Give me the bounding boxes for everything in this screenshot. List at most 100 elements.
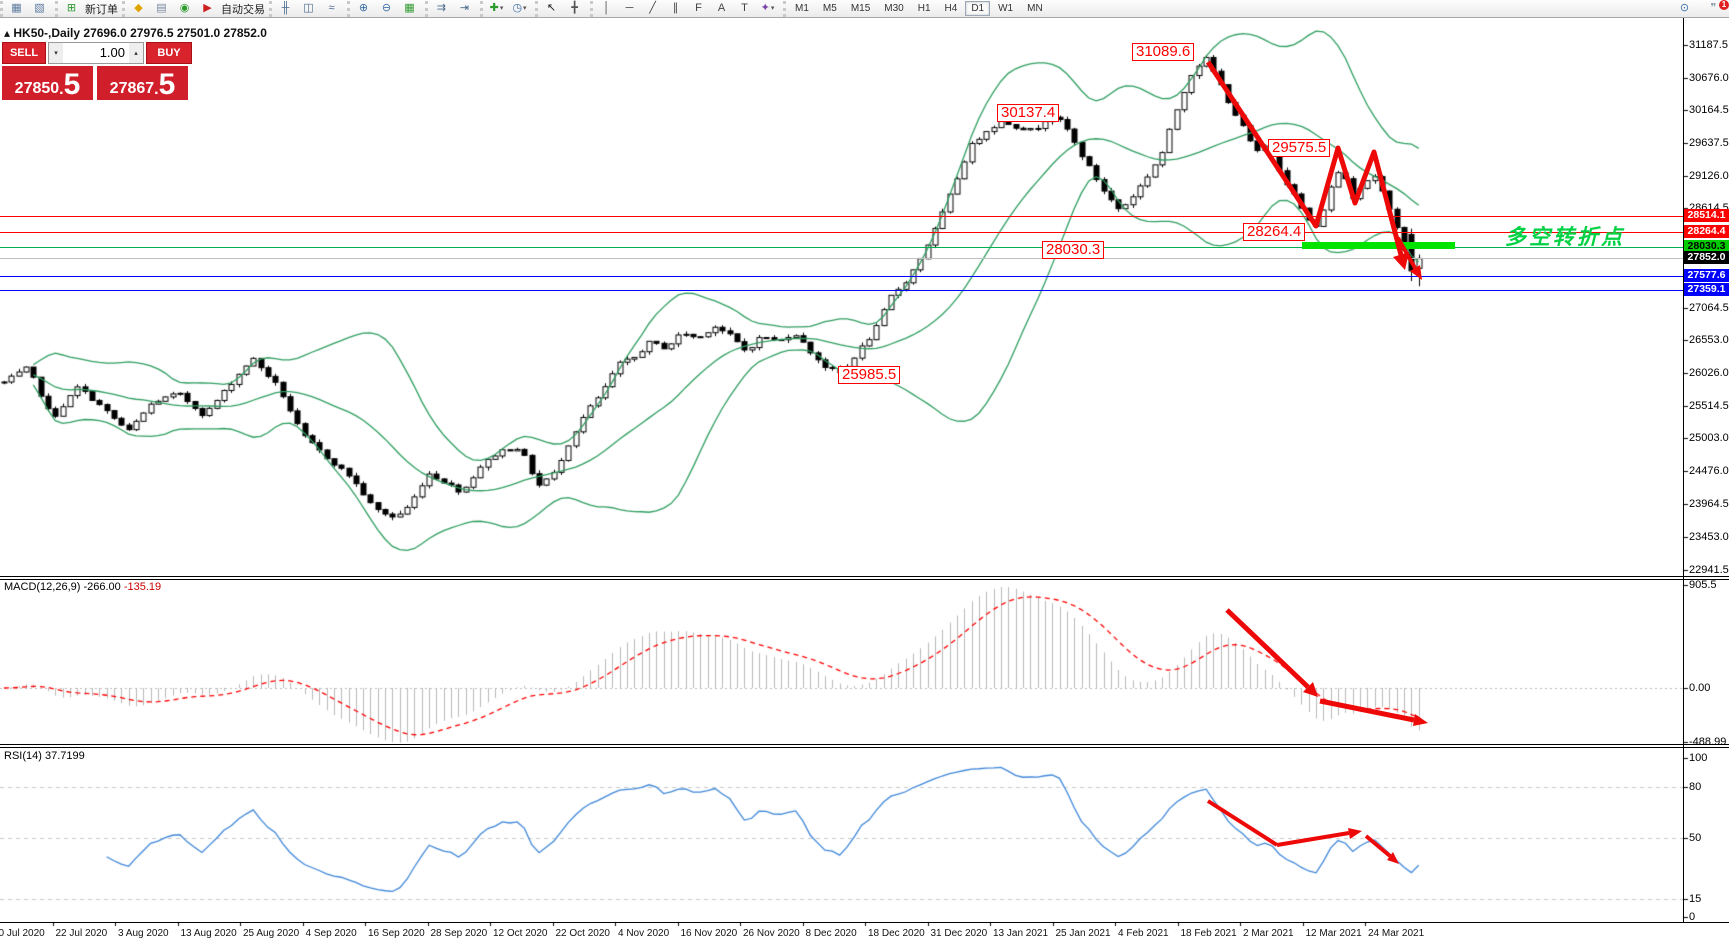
chart-profiles-icon[interactable]: ▧ xyxy=(28,0,51,17)
periods-icon[interactable]: ◷ ▾ xyxy=(508,0,531,17)
new-order-icon[interactable]: ⊞ xyxy=(60,0,83,17)
sell-price-button[interactable]: 27850. 5 xyxy=(2,66,93,100)
date-axis-label: 18 Dec 2020 xyxy=(868,928,925,939)
date-axis-label: 25 Aug 2020 xyxy=(243,928,300,939)
timeframe-h1[interactable]: H1 xyxy=(917,3,931,14)
horizontal-line-object-5[interactable] xyxy=(0,276,1683,277)
autotrading-icon[interactable]: ▶ xyxy=(196,0,219,17)
price-axis-tick: 24476.0 xyxy=(1689,465,1729,477)
horizontal-line-object-1[interactable] xyxy=(0,216,1683,217)
buy-price-button[interactable]: 27867. 5 xyxy=(97,66,188,100)
macd-axis-tick: 905.5 xyxy=(1689,579,1717,591)
bar-chart-icon[interactable]: ╫ xyxy=(274,0,297,17)
timeframe-h4[interactable]: H4 xyxy=(944,3,958,14)
trendline-icon[interactable]: ╱ xyxy=(641,0,664,17)
timeframe-mn[interactable]: MN xyxy=(1027,3,1043,14)
text-label-icon: T xyxy=(741,2,748,14)
volume-input[interactable]: 1.00 xyxy=(99,45,125,60)
fibonacci-icon[interactable]: F xyxy=(687,0,710,17)
date-axis-label: 12 Mar 2021 xyxy=(1305,928,1362,939)
price-axis-tick: 23453.0 xyxy=(1689,531,1729,543)
notifications-icon[interactable]: ❞ 1 xyxy=(1702,0,1729,17)
support-highlight-bar[interactable] xyxy=(1302,242,1455,249)
price-annotation-label[interactable]: 29575.5 xyxy=(1268,139,1331,157)
zoom-in-icon[interactable]: ⊕ xyxy=(352,0,375,17)
horizontal-line-object-2[interactable] xyxy=(0,232,1683,233)
date-axis-label: 16 Nov 2020 xyxy=(680,928,738,939)
rsi-axis-tick: 0 xyxy=(1689,911,1696,923)
new-chart-icon[interactable]: ▦ xyxy=(5,0,28,17)
crosshair-icon[interactable]: ╋ xyxy=(563,0,586,17)
price-annotation-label[interactable]: 28030.3 xyxy=(1042,241,1105,259)
autotrading-label[interactable]: 自动交易 xyxy=(221,3,265,16)
horizontal-line-icon[interactable]: ─ xyxy=(618,0,641,17)
price-annotation-label[interactable]: 28264.4 xyxy=(1243,223,1306,241)
volume-down-button[interactable]: ▾ xyxy=(49,43,63,63)
timeframe-m30[interactable]: M30 xyxy=(884,3,904,14)
market-cube-icon[interactable]: ◆ xyxy=(127,0,150,17)
buy-button[interactable]: BUY xyxy=(146,42,192,64)
text-icon[interactable]: A xyxy=(710,0,733,17)
timeframe-m1[interactable]: M1 xyxy=(795,3,809,14)
date-axis-label: 25 Jan 2021 xyxy=(1055,928,1111,939)
date-axis-label: 13 Aug 2020 xyxy=(180,928,237,939)
toolbar-group-services: ◆ ▤ ◉ ▶ 自动交易 xyxy=(122,0,269,17)
cursor-icon[interactable]: ↖ xyxy=(540,0,563,17)
vertical-line-icon[interactable]: │ xyxy=(595,0,618,17)
sell-price-frac: 5 xyxy=(63,68,81,101)
channel-icon[interactable]: ∥ xyxy=(664,0,687,17)
timeframe-m15[interactable]: M15 xyxy=(850,3,871,14)
cn-annotation-text[interactable]: 多空转折点 xyxy=(1505,226,1625,249)
new-order-label[interactable]: 新订单 xyxy=(85,3,118,16)
dropdown-arrow-icon[interactable]: ▾ xyxy=(523,5,527,12)
price-annotation-label[interactable]: 25985.5 xyxy=(838,366,901,384)
zoom-out-icon: ⊖ xyxy=(381,2,392,14)
timeframe-m5[interactable]: M5 xyxy=(822,3,837,14)
auto-scroll-icon[interactable]: ⇉ xyxy=(430,0,453,17)
price-axis-tick: 30676.0 xyxy=(1689,72,1729,84)
tile-windows-icon[interactable]: ▦ xyxy=(398,0,421,17)
chart-shift-icon[interactable]: ⇥ xyxy=(453,0,476,17)
trade-panel-prices: 27850. 5 27867. 5 xyxy=(2,66,192,100)
dropdown-arrow-icon[interactable]: ▾ xyxy=(499,5,504,12)
publisher-icon[interactable]: ▤ xyxy=(150,0,173,17)
price-annotation-label[interactable]: 30137.4 xyxy=(997,104,1060,122)
arrows-tool-icon[interactable]: ✦ ▾ xyxy=(756,0,779,17)
zoom-in-icon: ⊕ xyxy=(358,2,369,14)
bar-chart-icon: ╫ xyxy=(281,2,290,14)
horizontal-line-object-6[interactable] xyxy=(0,290,1683,291)
date-axis-label: 4 Feb 2021 xyxy=(1118,928,1169,939)
text-label-icon[interactable]: T xyxy=(733,0,756,17)
buy-price-frac: 5 xyxy=(158,68,176,101)
toolbar-group-pointer: ↖ ╋ xyxy=(535,0,590,17)
horizontal-line-object-3[interactable] xyxy=(0,247,1683,248)
signals-icon[interactable]: ◉ xyxy=(173,0,196,17)
timeframe-d1[interactable]: D1 xyxy=(965,1,991,16)
panel-collapse-icon[interactable]: ▴ xyxy=(4,26,11,40)
text-icon: A xyxy=(717,2,726,14)
search-icon[interactable]: ⊙ xyxy=(1679,2,1690,14)
volume-up-button[interactable]: ▴ xyxy=(129,43,143,63)
chart-title: ▴ HK50-,Daily 27696.0 27976.5 27501.0 27… xyxy=(4,26,267,40)
price-annotation-label[interactable]: 31089.6 xyxy=(1132,43,1195,61)
line-chart-icon[interactable]: ≈ xyxy=(320,0,343,17)
sell-button[interactable]: SELL xyxy=(2,42,46,64)
toolbar-group-scroll: ⇉ ⇥ xyxy=(425,0,480,17)
periods-icon: ◷ xyxy=(512,2,523,14)
tile-windows-icon: ▦ xyxy=(404,2,415,14)
vertical-line-icon: │ xyxy=(603,2,610,14)
toolbar-group-objects: │ ─ ╱ ∥ F A T ✦ ▾ xyxy=(590,0,783,17)
market-cube-icon: ◆ xyxy=(134,2,143,14)
rsi-axis-tick: 15 xyxy=(1689,893,1702,905)
rsi-axis-tick: 100 xyxy=(1689,752,1708,764)
add-indicator-icon[interactable]: ✚ ▾ xyxy=(485,0,508,17)
candlestick-icon[interactable]: ◫ xyxy=(297,0,320,17)
date-axis-label: 16 Sep 2020 xyxy=(368,928,425,939)
price-axis-tick: 23964.5 xyxy=(1689,498,1729,510)
dropdown-arrow-icon[interactable]: ▾ xyxy=(770,5,775,12)
toolbar-right: ⊙ ❞ 1 xyxy=(1673,0,1729,17)
horizontal-line-object-4[interactable] xyxy=(0,258,1683,259)
timeframe-w1[interactable]: W1 xyxy=(998,3,1014,14)
zoom-out-icon[interactable]: ⊖ xyxy=(375,0,398,17)
